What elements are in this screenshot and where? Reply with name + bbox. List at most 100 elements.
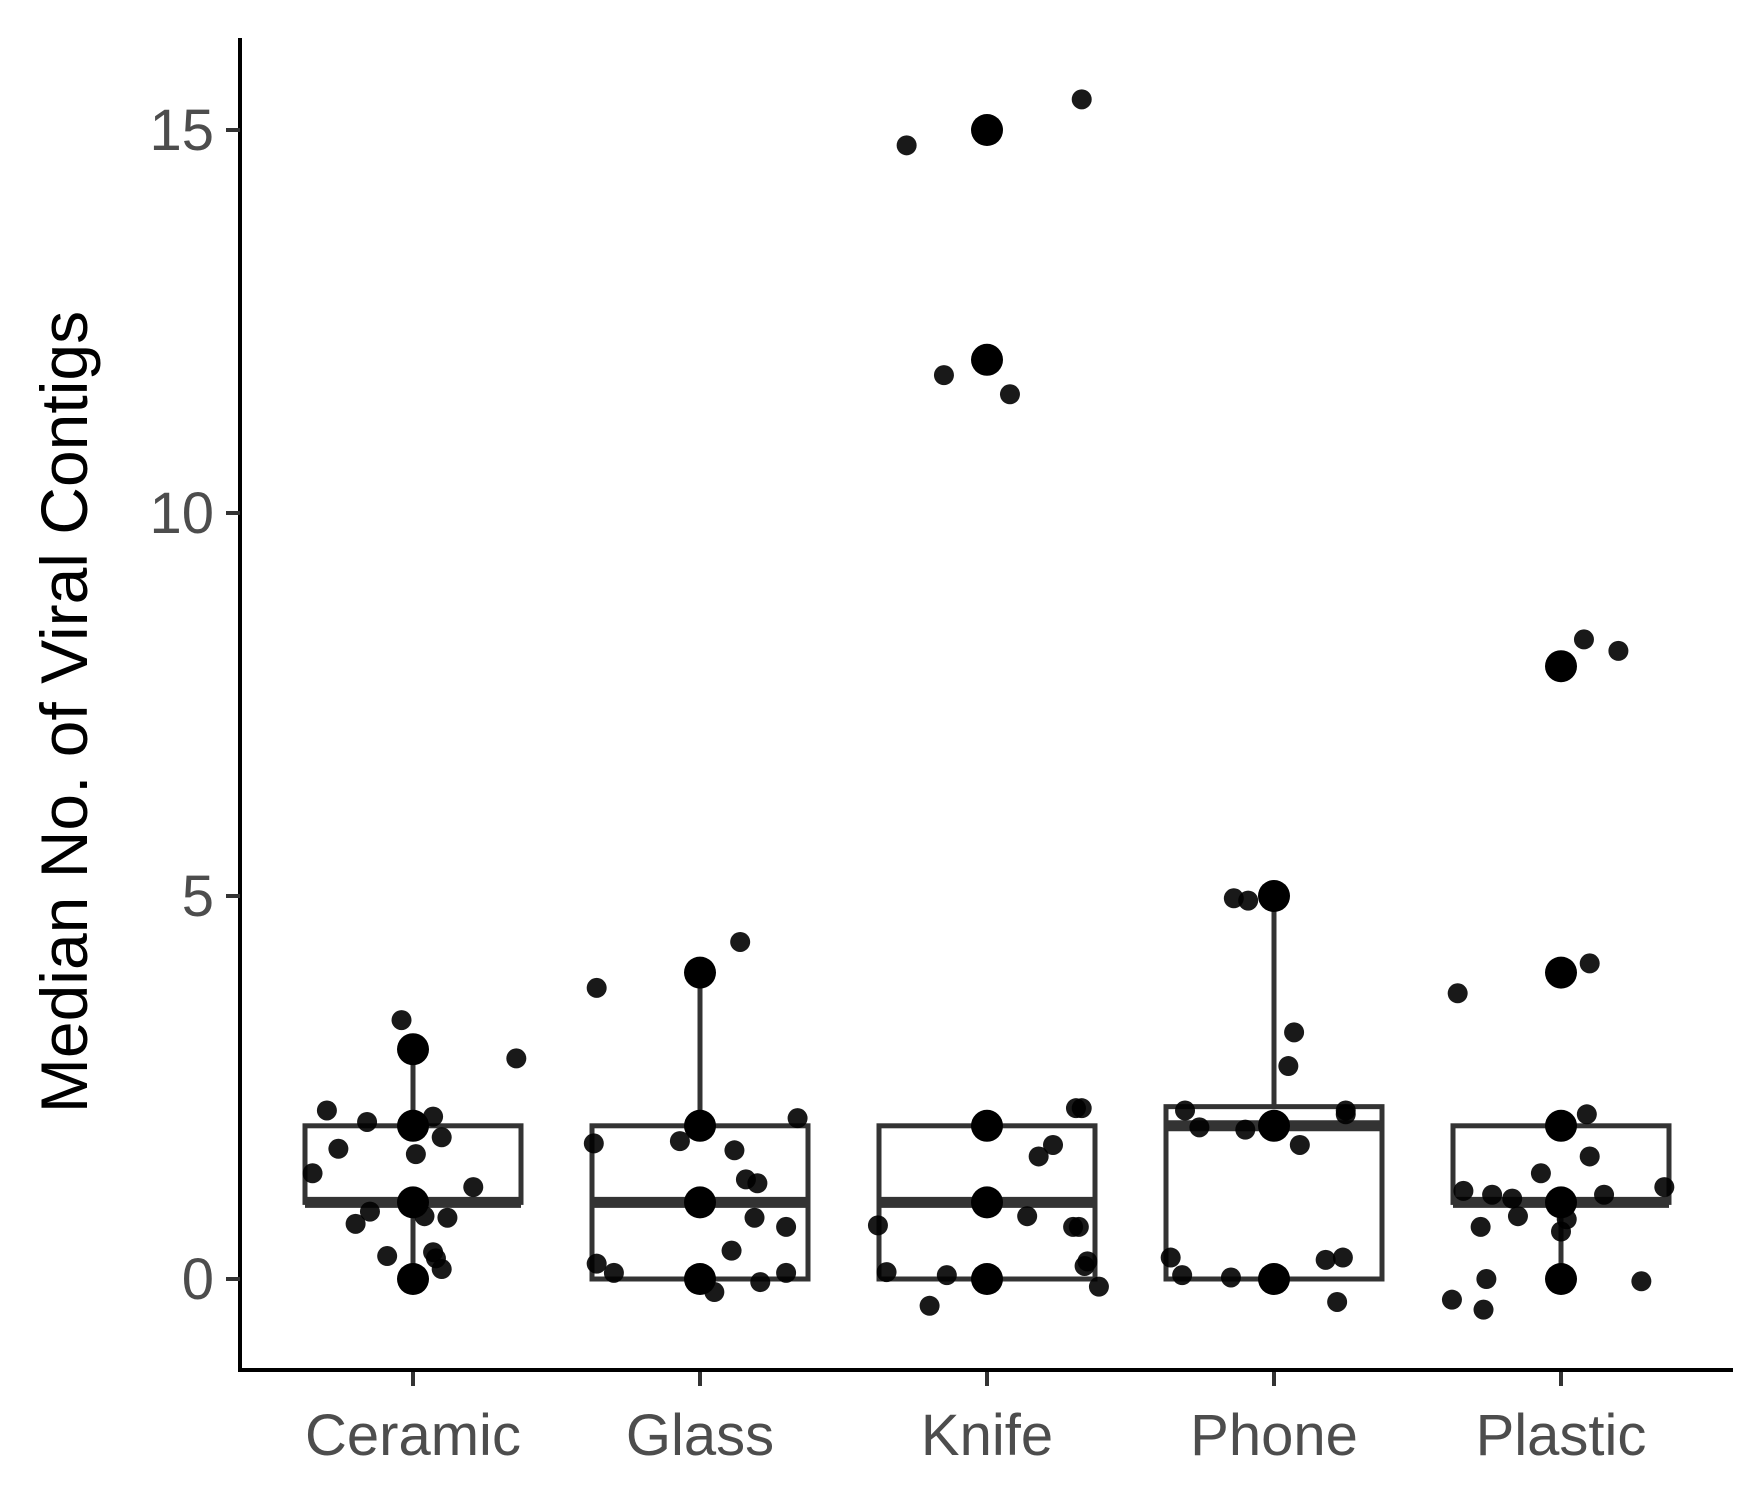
jitter-point-plastic — [1470, 1216, 1491, 1237]
jitter-point-ceramic — [302, 1163, 323, 1184]
x-tick-label-phone: Phone — [1190, 1403, 1358, 1468]
jitter-point-ceramic — [463, 1177, 484, 1198]
jitter-point-phone — [1327, 1291, 1348, 1312]
jitter-point-phone — [1278, 1056, 1299, 1077]
outlier-point-plastic — [1545, 650, 1577, 683]
x-tick-label-ceramic: Ceramic — [305, 1403, 521, 1468]
jitter-point-phone — [1238, 890, 1259, 911]
box-stat-point-plastic — [1545, 1109, 1577, 1142]
jitter-point-plastic — [1608, 640, 1629, 661]
jitter-point-plastic — [1556, 1209, 1577, 1230]
box-stat-point-phone — [1258, 1263, 1290, 1295]
jitter-point-phone — [1289, 1134, 1310, 1155]
jitter-point-phone — [1172, 1265, 1193, 1286]
box-stat-point-ceramic — [397, 1033, 429, 1066]
jitter-point-phone — [1235, 1119, 1256, 1140]
jitter-point-knife — [876, 1262, 897, 1283]
jitter-point-glass — [721, 1240, 742, 1261]
jitter-point-knife — [1071, 1098, 1092, 1119]
jitter-point-glass — [583, 1133, 604, 1154]
jitter-point-knife — [1077, 1251, 1098, 1272]
jitter-point-phone — [1175, 1100, 1196, 1121]
outlier-point-knife — [971, 114, 1003, 146]
jitter-point-glass — [704, 1282, 725, 1303]
y-tick-label: 5 — [182, 864, 214, 929]
jitter-point-phone — [1189, 1117, 1210, 1138]
jitter-point-plastic — [1507, 1206, 1528, 1227]
jitter-point-knife — [919, 1295, 940, 1316]
x-tick-label-knife: Knife — [921, 1403, 1053, 1468]
jitter-point-ceramic — [345, 1213, 366, 1234]
jitter-point-knife — [1028, 1146, 1049, 1167]
jitter-point-plastic — [1579, 953, 1600, 974]
jitter-point-glass — [747, 1173, 768, 1194]
jitter-point-ceramic — [391, 1010, 412, 1031]
jitter-point-ceramic — [377, 1246, 398, 1267]
jitter-point-ceramic — [423, 1106, 444, 1127]
jitter-point-glass — [730, 931, 751, 952]
jitter-point-glass — [744, 1207, 765, 1228]
axes-layer — [238, 38, 1733, 1372]
jitter-point-glass — [776, 1216, 797, 1237]
jitter-point-phone — [1284, 1022, 1305, 1043]
jitter-point-knife — [896, 135, 917, 156]
jitter-point-glass — [724, 1140, 745, 1161]
jitter-point-plastic — [1447, 983, 1468, 1004]
jitter-point-plastic — [1654, 1177, 1675, 1198]
box-stat-point-knife — [971, 1109, 1003, 1142]
jitter-point-plastic — [1476, 1269, 1497, 1289]
jitter-point-glass — [669, 1131, 690, 1152]
jitter-point-plastic — [1502, 1188, 1523, 1209]
jitter-point-plastic — [1482, 1184, 1503, 1205]
jitter-point-phone — [1160, 1247, 1181, 1268]
jitter-point-knife — [933, 365, 954, 386]
jitter-point-phone — [1332, 1247, 1353, 1268]
y-axis-title: Median No. of Viral Contigs — [27, 311, 101, 1113]
box-stat-point-ceramic — [397, 1109, 429, 1142]
box-stat-point-phone — [1258, 880, 1290, 912]
jitter-point-knife — [1017, 1206, 1038, 1227]
jitter-point-glass — [586, 977, 607, 998]
points-layer — [302, 89, 1675, 1320]
jitter-point-ceramic — [405, 1144, 426, 1165]
jitter-point-plastic — [1576, 1104, 1597, 1125]
box-stat-point-glass — [684, 956, 716, 989]
box-stat-point-ceramic — [397, 1263, 429, 1295]
jitter-point-ceramic — [316, 1100, 337, 1121]
boxes-layer — [302, 896, 1672, 1282]
jitter-point-plastic — [1631, 1271, 1652, 1292]
x-tick-label-glass: Glass — [626, 1403, 774, 1468]
x-tick-label-plastic: Plastic — [1476, 1403, 1647, 1468]
jitter-point-ceramic — [431, 1127, 452, 1148]
x-ticks: Ceramic Glass Knife Phone Plastic — [305, 1372, 1646, 1468]
jitter-point-knife — [1068, 1216, 1089, 1237]
box-stat-point-plastic — [1545, 1263, 1577, 1295]
jitter-point-knife — [999, 384, 1020, 405]
jitter-point-ceramic — [359, 1201, 380, 1222]
jitter-point-plastic — [1473, 1299, 1494, 1320]
jitter-point-ceramic — [506, 1048, 527, 1069]
y-tick-label: 0 — [182, 1247, 214, 1312]
jitter-point-knife — [1071, 89, 1092, 110]
jitter-point-glass — [776, 1262, 797, 1283]
jitter-point-ceramic — [437, 1207, 458, 1228]
jitter-point-glass — [787, 1108, 808, 1129]
jitter-point-ceramic — [414, 1206, 435, 1227]
jitter-point-knife — [936, 1265, 957, 1286]
jitter-point-phone — [1220, 1267, 1241, 1288]
y-tick-label: 15 — [149, 98, 214, 163]
outlier-point-knife — [971, 343, 1003, 376]
jitter-point-phone — [1335, 1100, 1356, 1121]
jitter-point-plastic — [1579, 1146, 1600, 1167]
jitter-point-plastic — [1441, 1289, 1462, 1310]
y-tick-label: 10 — [149, 481, 214, 546]
y-ticks: 0 5 10 15 — [149, 98, 240, 1312]
jitter-point-plastic — [1530, 1163, 1551, 1184]
box-stat-point-glass — [684, 1186, 716, 1219]
jitter-point-knife — [867, 1215, 888, 1236]
box-stat-point-phone — [1258, 1109, 1290, 1142]
box-stat-point-knife — [971, 1263, 1003, 1295]
box-stat-point-glass — [684, 1109, 716, 1142]
outlier-point-plastic — [1545, 956, 1577, 989]
jitter-point-ceramic — [357, 1111, 378, 1132]
